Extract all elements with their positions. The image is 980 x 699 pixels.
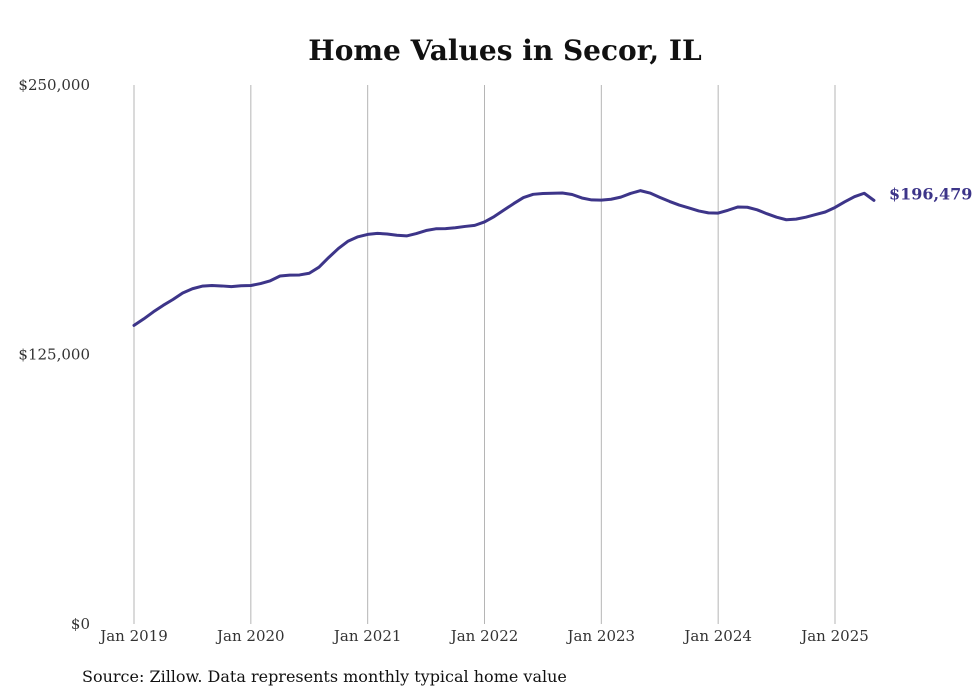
data-point [872, 199, 875, 202]
data-point [454, 226, 457, 229]
data-point [288, 274, 291, 277]
data-point [571, 193, 574, 196]
data-point [736, 206, 739, 209]
data-point [746, 206, 749, 209]
x-tick-label: Jan 2020 [215, 627, 285, 645]
source-note: Source: Zillow. Data represents monthly … [82, 667, 567, 686]
data-point [824, 210, 827, 213]
data-point [580, 196, 583, 199]
x-axis-ticks: Jan 2019 Jan 2020 Jan 2021 Jan 2022 Jan 2023… [98, 627, 869, 645]
data-point [356, 235, 359, 238]
data-point [532, 193, 535, 196]
data-point [405, 234, 408, 237]
data-point [756, 208, 759, 211]
data-point [171, 298, 174, 301]
data-point [512, 202, 515, 205]
data-point [668, 200, 671, 203]
x-tick-label: Jan 2025 [799, 627, 869, 645]
data-point [366, 233, 369, 236]
y-tick-label: $125,000 [18, 346, 90, 364]
data-point [317, 266, 320, 269]
data-point [327, 256, 330, 259]
data-point [639, 189, 642, 192]
y-tick-label: $250,000 [18, 76, 90, 94]
data-point [376, 232, 379, 235]
data-point [697, 209, 700, 212]
data-point [804, 216, 807, 219]
data-point [308, 272, 311, 275]
data-point [765, 212, 768, 215]
data-point [795, 218, 798, 221]
data-point [863, 192, 866, 195]
data-point [590, 198, 593, 201]
data-point [337, 247, 340, 250]
data-point [464, 225, 467, 228]
chart-title: Home Values in Secor, IL [308, 34, 702, 67]
data-point [687, 206, 690, 209]
data-point [649, 192, 652, 195]
data-point [717, 212, 720, 215]
data-point [395, 234, 398, 237]
data-point [249, 284, 252, 287]
data-point [152, 310, 155, 313]
data-point [707, 211, 710, 214]
data-point [220, 284, 223, 287]
data-point [619, 196, 622, 199]
data-point [444, 227, 447, 230]
x-tick-label: Jan 2022 [449, 627, 519, 645]
data-point [834, 206, 837, 209]
data-point [814, 213, 817, 216]
end-value-label: $196,479 [889, 184, 973, 203]
data-point [629, 192, 632, 195]
y-axis-ticks: $0 $125,000 $250,000 [18, 76, 90, 633]
data-point [347, 240, 350, 243]
data-point [191, 287, 194, 290]
x-tick-label: Jan 2023 [566, 627, 636, 645]
series-line-home-value [132, 189, 876, 327]
data-point [259, 282, 262, 285]
data-point [600, 199, 603, 202]
data-point [522, 196, 525, 199]
data-point [201, 285, 204, 288]
data-point [658, 196, 661, 199]
data-point [561, 192, 564, 195]
data-point [162, 304, 165, 307]
data-point [483, 220, 486, 223]
data-point [142, 317, 145, 320]
data-point [386, 232, 389, 235]
series-points [133, 189, 876, 327]
data-point [425, 229, 428, 232]
data-point [133, 324, 136, 327]
data-point [230, 285, 233, 288]
x-tick-label: Jan 2019 [98, 627, 168, 645]
data-point [210, 284, 213, 287]
data-point [678, 204, 681, 207]
x-tick-label: Jan 2024 [682, 627, 752, 645]
data-point [240, 284, 243, 287]
data-point [181, 292, 184, 295]
gridlines [133, 85, 836, 624]
data-point [415, 232, 418, 235]
data-point [785, 218, 788, 221]
data-point [775, 216, 778, 219]
data-point [434, 227, 437, 230]
data-point [541, 192, 544, 195]
y-tick-label: $0 [71, 615, 90, 633]
data-point [473, 224, 476, 227]
data-point [279, 275, 282, 278]
x-tick-label: Jan 2021 [332, 627, 402, 645]
data-point [726, 209, 729, 212]
data-point [298, 273, 301, 276]
data-point [853, 195, 856, 198]
data-point [502, 209, 505, 212]
data-point [493, 215, 496, 218]
data-point [610, 198, 613, 201]
data-point [843, 200, 846, 203]
data-point [269, 279, 272, 282]
data-point [551, 192, 554, 195]
